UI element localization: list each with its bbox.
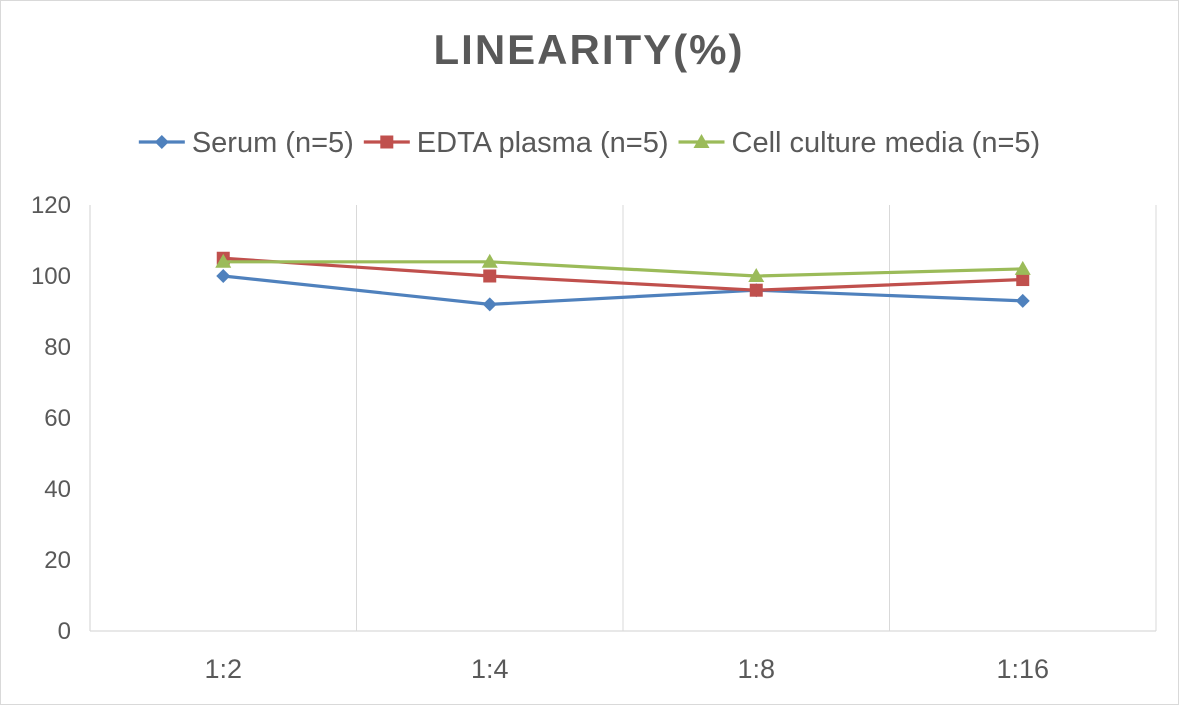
y-tick-label: 40 bbox=[44, 476, 71, 503]
gridlines bbox=[356, 205, 1157, 631]
data-point bbox=[1015, 293, 1030, 308]
series-line bbox=[223, 260, 1023, 278]
legend-label: Serum (n=5) bbox=[192, 127, 354, 159]
data-point bbox=[748, 268, 765, 282]
axes bbox=[89, 205, 1156, 632]
series-line bbox=[223, 256, 1023, 292]
data-point bbox=[216, 269, 231, 283]
y-tick-label: 100 bbox=[31, 263, 71, 290]
x-tick-label: 1:8 bbox=[737, 654, 775, 684]
y-tick-label: 20 bbox=[44, 547, 71, 574]
x-tick-label: 1:4 bbox=[471, 654, 509, 684]
x-axis-ticks: 1:2 1:4 1:8 1:16 bbox=[204, 654, 1049, 684]
series-line bbox=[223, 274, 1023, 306]
legend: Serum (n=5) EDTA plasma (n=5) Cell culture… bbox=[138, 127, 1041, 159]
series-1 bbox=[216, 269, 1030, 312]
legend-label: EDTA plasma (n=5) bbox=[417, 127, 669, 159]
data-point bbox=[483, 269, 497, 283]
x-tick-label: 1:16 bbox=[996, 654, 1049, 684]
y-tick-label: 80 bbox=[44, 334, 71, 361]
y-tick-label: 60 bbox=[44, 405, 71, 432]
series-layer bbox=[215, 251, 1031, 312]
data-point bbox=[1016, 273, 1030, 287]
chart-title: LINEARITY(%) bbox=[434, 26, 745, 73]
data-point bbox=[749, 283, 763, 297]
series-3 bbox=[215, 253, 1031, 282]
data-point bbox=[482, 297, 497, 312]
legend-label: Cell culture media (n=5) bbox=[732, 127, 1041, 159]
legend-marker bbox=[693, 134, 710, 148]
legend-marker bbox=[154, 135, 169, 149]
x-tick-label: 1:2 bbox=[204, 654, 242, 684]
legend-marker bbox=[380, 135, 394, 149]
data-point bbox=[215, 253, 232, 268]
data-point bbox=[481, 253, 498, 268]
legend-item: Serum (n=5) bbox=[138, 127, 354, 159]
legend-item: Cell culture media (n=5) bbox=[678, 127, 1041, 159]
legend-item: EDTA plasma (n=5) bbox=[363, 127, 669, 159]
y-tick-label: 120 bbox=[31, 192, 71, 219]
data-point bbox=[1014, 260, 1031, 275]
y-axis-ticks: 0 20 40 60 80 100 120 bbox=[31, 192, 71, 645]
y-tick-label: 0 bbox=[58, 618, 71, 645]
